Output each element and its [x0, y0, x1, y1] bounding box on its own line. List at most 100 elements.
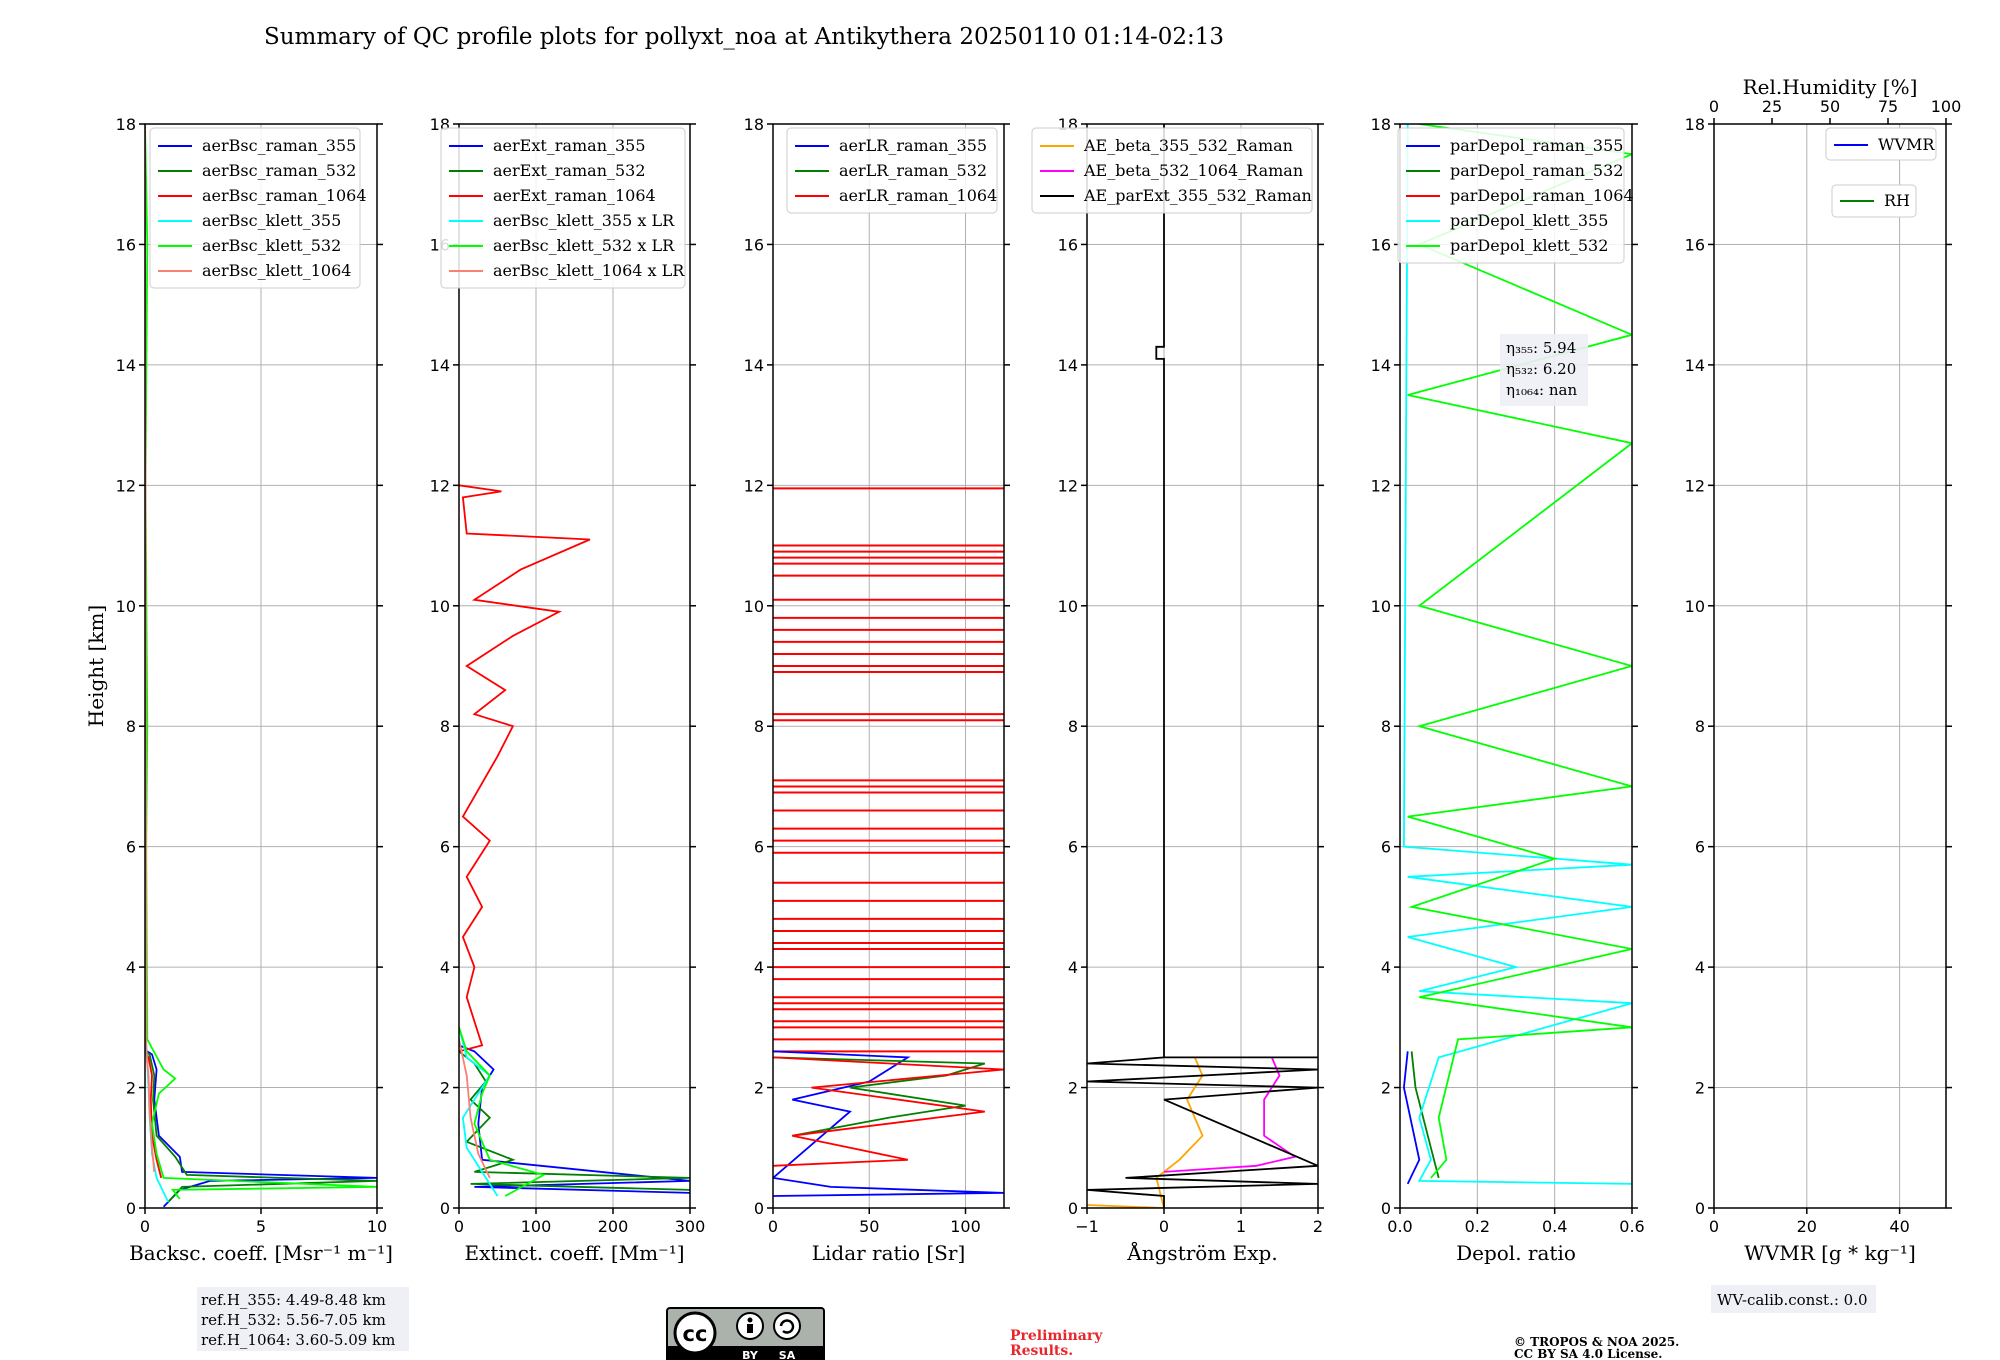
x-tick-label: 0 [1159, 1217, 1169, 1236]
figure-title: Summary of QC profile plots for pollyxt_… [264, 24, 1224, 50]
y-tick-label: 8 [1695, 717, 1705, 736]
x-axis-label: Ångström Exp. [1126, 1240, 1277, 1265]
top-x-tick-label: 100 [1931, 97, 1962, 116]
plot-area [773, 487, 1004, 1197]
x-tick-label: 0 [768, 1217, 778, 1236]
y-tick-label: 14 [1058, 356, 1078, 375]
y-tick-label: 0 [1695, 1199, 1705, 1218]
panel-backscatter: 0 2 4 6 8 10 12 14 16 18 0 5 10 Backsc. coeff. [Msr⁻¹… [84, 115, 393, 1265]
y-axis-label: Height [km] [84, 605, 108, 727]
y-tick-label: 8 [754, 717, 764, 736]
y-tick-label: 18 [1685, 115, 1705, 134]
y-tick-label: 18 [1371, 115, 1391, 134]
legend-label: aerBsc_klett_1064 [202, 261, 351, 280]
wv-calib-bg [1711, 1285, 1876, 1313]
y-tick-label: 12 [430, 476, 450, 495]
legend-label: parDepol_raman_355 [1450, 136, 1623, 155]
legend-backscatter: aerBsc_raman_355 aerBsc_raman_532 aerBsc_r… [149, 127, 367, 289]
legend-label: WVMR [1878, 135, 1935, 154]
x-tick-label: 10 [367, 1217, 387, 1236]
axes-frame [1713, 123, 1947, 1209]
series-line-aerLR-raman-532 [773, 1056, 986, 1137]
top-x-tick-label: 75 [1878, 97, 1898, 116]
y-tick-label: 14 [1371, 356, 1391, 375]
y-tick-label: 12 [1371, 476, 1391, 495]
legend-frame [1031, 127, 1313, 214]
legend-frame [1825, 127, 1937, 161]
x-axis-label: Lidar ratio [Sr] [812, 1241, 966, 1265]
legend-label: AE_parExt_355_532_Raman [1083, 186, 1312, 205]
by-person-head-icon [747, 1317, 753, 1323]
y-tick-label: 14 [1685, 356, 1705, 375]
legend-label: aerBsc_klett_1064 x LR [493, 261, 685, 280]
legend-wvmr: WVMR [1825, 127, 1937, 161]
y-tick-label: 0 [126, 1199, 136, 1218]
y-tick-label: 4 [1695, 958, 1705, 977]
y-tick-label: 2 [1381, 1079, 1391, 1098]
plot-area [145, 124, 377, 1208]
y-tick-label: 4 [440, 958, 450, 977]
y-tick-label: 16 [116, 235, 136, 254]
eta-1064: η₁₀₆₄: nan [1506, 381, 1577, 399]
y-tick-label: 4 [126, 958, 136, 977]
axes-frame [1086, 123, 1319, 1209]
legend-label: aerExt_raman_532 [493, 161, 646, 180]
legend-lidar_ratio: aerLR_raman_355 aerLR_raman_532 aerLR_rama… [786, 127, 998, 214]
x-tick-label: −1 [1075, 1217, 1099, 1236]
y-tick-label: 16 [1685, 235, 1705, 254]
legend-label: aerLR_raman_532 [839, 161, 987, 180]
series-line-AE-beta-355-532-Raman [1087, 1057, 1204, 1208]
eta-355: η₃₅₅: 5.94 [1506, 339, 1576, 357]
eta-box-bg [1500, 334, 1588, 406]
legend-label: RH [1884, 191, 1910, 210]
y-tick-label: 14 [430, 356, 450, 375]
legend-label: aerBsc_klett_532 [202, 236, 341, 255]
plot-area [1087, 124, 1318, 1208]
legend-label: aerBsc_klett_532 x LR [493, 236, 675, 255]
y-tick-label: 0 [1068, 1199, 1078, 1218]
legend-label: aerExt_raman_1064 [493, 186, 656, 205]
series-line-aerExt-raman-355 [459, 1044, 690, 1194]
eta-532: η₅₃₂: 6.20 [1506, 360, 1576, 378]
y-tick-label: 6 [440, 838, 450, 857]
legend-angstrom: AE_beta_355_532_Raman AE_beta_532_1064_Ra… [1031, 127, 1313, 214]
y-tick-label: 16 [744, 235, 764, 254]
legend-frame [149, 127, 361, 289]
legend-label: parDepol_raman_532 [1450, 161, 1623, 180]
legend-label: aerBsc_klett_355 x LR [493, 211, 675, 230]
x-tick-label: 0.4 [1542, 1217, 1567, 1236]
series-line-parDepol-raman-532 [1410, 1051, 1440, 1179]
series-line-aerBsc-klett-532-x-LR [459, 1027, 547, 1197]
x-tick-label: 0.2 [1465, 1217, 1490, 1236]
plot-area [459, 484, 690, 1197]
y-tick-label: 16 [1058, 235, 1078, 254]
cc-label: cc [683, 1322, 708, 1346]
top-x-tick-label: 50 [1820, 97, 1840, 116]
y-tick-label: 6 [754, 838, 764, 857]
ref-heights-bg [197, 1287, 409, 1351]
series-line-AE-beta-532-1064-Raman [1163, 1057, 1298, 1173]
axes-frame [772, 123, 1005, 1209]
series-line-aerLR-raman-1064 [773, 1056, 1004, 1167]
y-tick-label: 6 [1381, 838, 1391, 857]
y-tick-label: 2 [1695, 1079, 1705, 1098]
y-tick-label: 4 [1068, 958, 1078, 977]
x-tick-label: 0 [454, 1217, 464, 1236]
series-line-parDepol-raman-355 [1402, 1051, 1421, 1185]
cc-license-badge: cc BY SA [666, 1307, 825, 1360]
y-tick-label: 2 [126, 1079, 136, 1098]
legend-label: aerExt_raman_355 [493, 136, 646, 155]
y-tick-label: 14 [116, 356, 136, 375]
y-tick-label: 12 [744, 476, 764, 495]
y-tick-label: 6 [1695, 838, 1705, 857]
x-tick-label: 300 [675, 1217, 706, 1236]
legend-label: parDepol_raman_1064 [1450, 186, 1634, 205]
y-tick-label: 8 [1068, 717, 1078, 736]
legend-label: parDepol_klett_355 [1450, 211, 1608, 230]
y-tick-label: 12 [1058, 476, 1078, 495]
legend-depolarization: parDepol_raman_355 parDepol_raman_532 parD… [1397, 127, 1634, 264]
x-tick-label: 2 [1313, 1217, 1323, 1236]
y-tick-label: 8 [440, 717, 450, 736]
y-tick-label: 6 [126, 838, 136, 857]
